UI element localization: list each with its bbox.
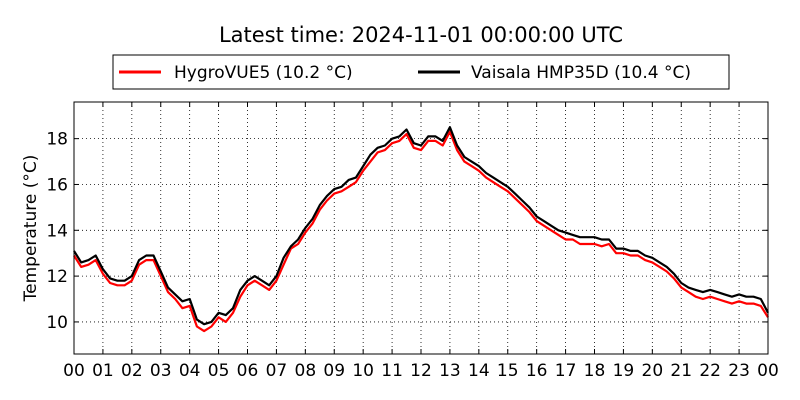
x-tick-label: 17 [555,361,577,381]
x-tick-label: 01 [92,361,114,381]
series-layer [73,126,769,333]
y-axis-label: Temperature (°C) [21,155,41,303]
x-tick-label: 00 [63,361,85,381]
x-tick-label: 00 [757,361,779,381]
x-tick-label: 11 [381,361,403,381]
x-tick-label: 22 [699,361,721,381]
y-tick-label: 14 [46,221,68,241]
y-tick-label: 12 [46,267,68,287]
x-tick-label: 23 [728,361,750,381]
x-tick-label: 18 [584,361,606,381]
x-tick-label: 07 [266,361,288,381]
x-tick-label: 10 [352,361,374,381]
legend-label-vaisala: Vaisala HMP35D (10.4 °C) [471,63,691,83]
x-tick-label: 06 [237,361,259,381]
x-tick-label: 09 [323,361,345,381]
y-tick-label: 10 [46,313,68,333]
plot-frame [73,101,769,355]
legend-label-hygrovue5: HygroVUE5 (10.2 °C) [174,63,353,83]
grid [74,102,768,354]
x-tick-label: 08 [295,361,317,381]
x-tick-label: 04 [179,361,201,381]
x-tick-label: 14 [468,361,490,381]
axes: 00 01 02 03 04 05 06 07 08 09 10 11 12 13 14 15 16 17 18 19… [46,102,779,381]
x-tick-label: 13 [439,361,461,381]
series-line-vaisala [73,126,769,326]
x-tick-label: 03 [150,361,172,381]
x-tick-label: 05 [208,361,230,381]
chart-title: Latest time: 2024-11-01 00:00:00 UTC [219,23,623,47]
x-tick-label: 19 [613,361,635,381]
legend: HygroVUE5 (10.2 °C) Vaisala HMP35D (10.4… [112,54,730,90]
x-tick-label: 15 [497,361,519,381]
x-tick-label: 20 [642,361,664,381]
y-tick-label: 18 [46,130,68,150]
x-tick-label: 02 [121,361,143,381]
x-tick-label: 12 [410,361,432,381]
y-tick-label: 16 [46,175,68,195]
x-tick-label: 21 [670,361,692,381]
series-line-hygrovue5 [73,130,769,333]
x-tick-label: 16 [526,361,548,381]
